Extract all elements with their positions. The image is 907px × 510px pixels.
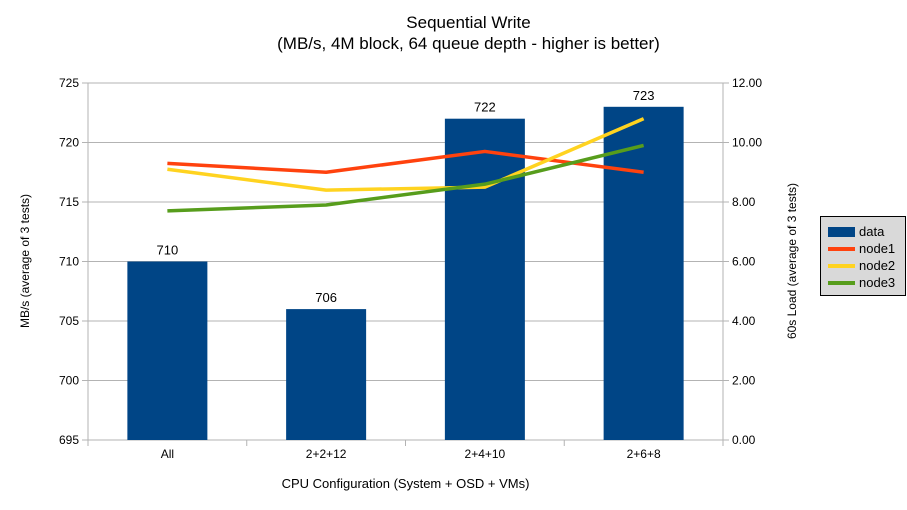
left-axis-tick-label: 705: [59, 314, 79, 328]
legend-swatch-node3: [828, 280, 855, 285]
category-label: 2+2+12: [306, 447, 347, 461]
legend-item-node1: node1: [828, 240, 905, 257]
bar-data-label: 710: [157, 243, 179, 258]
bar-2+4+10: [444, 118, 525, 440]
legend-item-data: data: [828, 223, 905, 240]
right-axis-tick-label: 0.00: [732, 433, 756, 447]
line-node1: [167, 149, 644, 174]
bar-2+6+8: [603, 106, 684, 441]
legend-label: node1: [859, 241, 896, 256]
right-axis-title: 60s Load (average of 3 tests): [785, 182, 799, 340]
bar-data-label: 722: [474, 100, 496, 115]
left-axis-tick-label: 700: [59, 374, 79, 388]
legend-swatch-node2: [828, 263, 855, 268]
right-axis-tick-label: 10.00: [732, 136, 762, 150]
left-axis-tick-label: 715: [59, 195, 79, 209]
category-label: All: [161, 447, 174, 461]
right-axis-tick-label: 2.00: [732, 374, 756, 388]
left-axis-tick-label: 720: [59, 136, 79, 150]
legend-swatch-data: [828, 226, 855, 237]
bar-2+2+12: [286, 309, 367, 440]
title-block: Sequential Write (MB/s, 4M block, 64 que…: [30, 12, 907, 54]
line-node2: [167, 117, 645, 192]
legend-label: node3: [859, 275, 896, 290]
left-axis-title: MB/s (average of 3 tests): [18, 193, 32, 329]
chart-title: Sequential Write: [406, 13, 531, 32]
left-axis-tick-label: 710: [59, 255, 79, 269]
line-node3: [167, 143, 645, 213]
legend-swatch-node1: [828, 246, 855, 251]
legend-label: data: [859, 224, 885, 239]
bar-data-label: 723: [633, 88, 655, 103]
right-axis-tick-label: 8.00: [732, 195, 756, 209]
bar-All: [127, 261, 208, 440]
right-axis-tick-label: 4.00: [732, 314, 756, 328]
left-axis-tick-label: 695: [59, 433, 79, 447]
category-label: 2+6+8: [627, 447, 661, 461]
right-axis-tick-label: 6.00: [732, 255, 756, 269]
legend: data node1 node2 node3: [820, 216, 906, 296]
legend-item-node2: node2: [828, 257, 905, 274]
legend-label: node2: [859, 258, 896, 273]
category-label: 2+4+10: [465, 447, 506, 461]
right-axis-tick-label: 12.00: [732, 76, 762, 90]
left-axis-tick-label: 725: [59, 76, 79, 90]
x-axis-title: CPU Configuration (System + OSD + VMs): [281, 476, 530, 491]
bar-data-label: 706: [315, 290, 337, 305]
chart-subtitle: (MB/s, 4M block, 64 queue depth - higher…: [277, 34, 660, 53]
legend-item-node3: node3: [828, 274, 905, 291]
